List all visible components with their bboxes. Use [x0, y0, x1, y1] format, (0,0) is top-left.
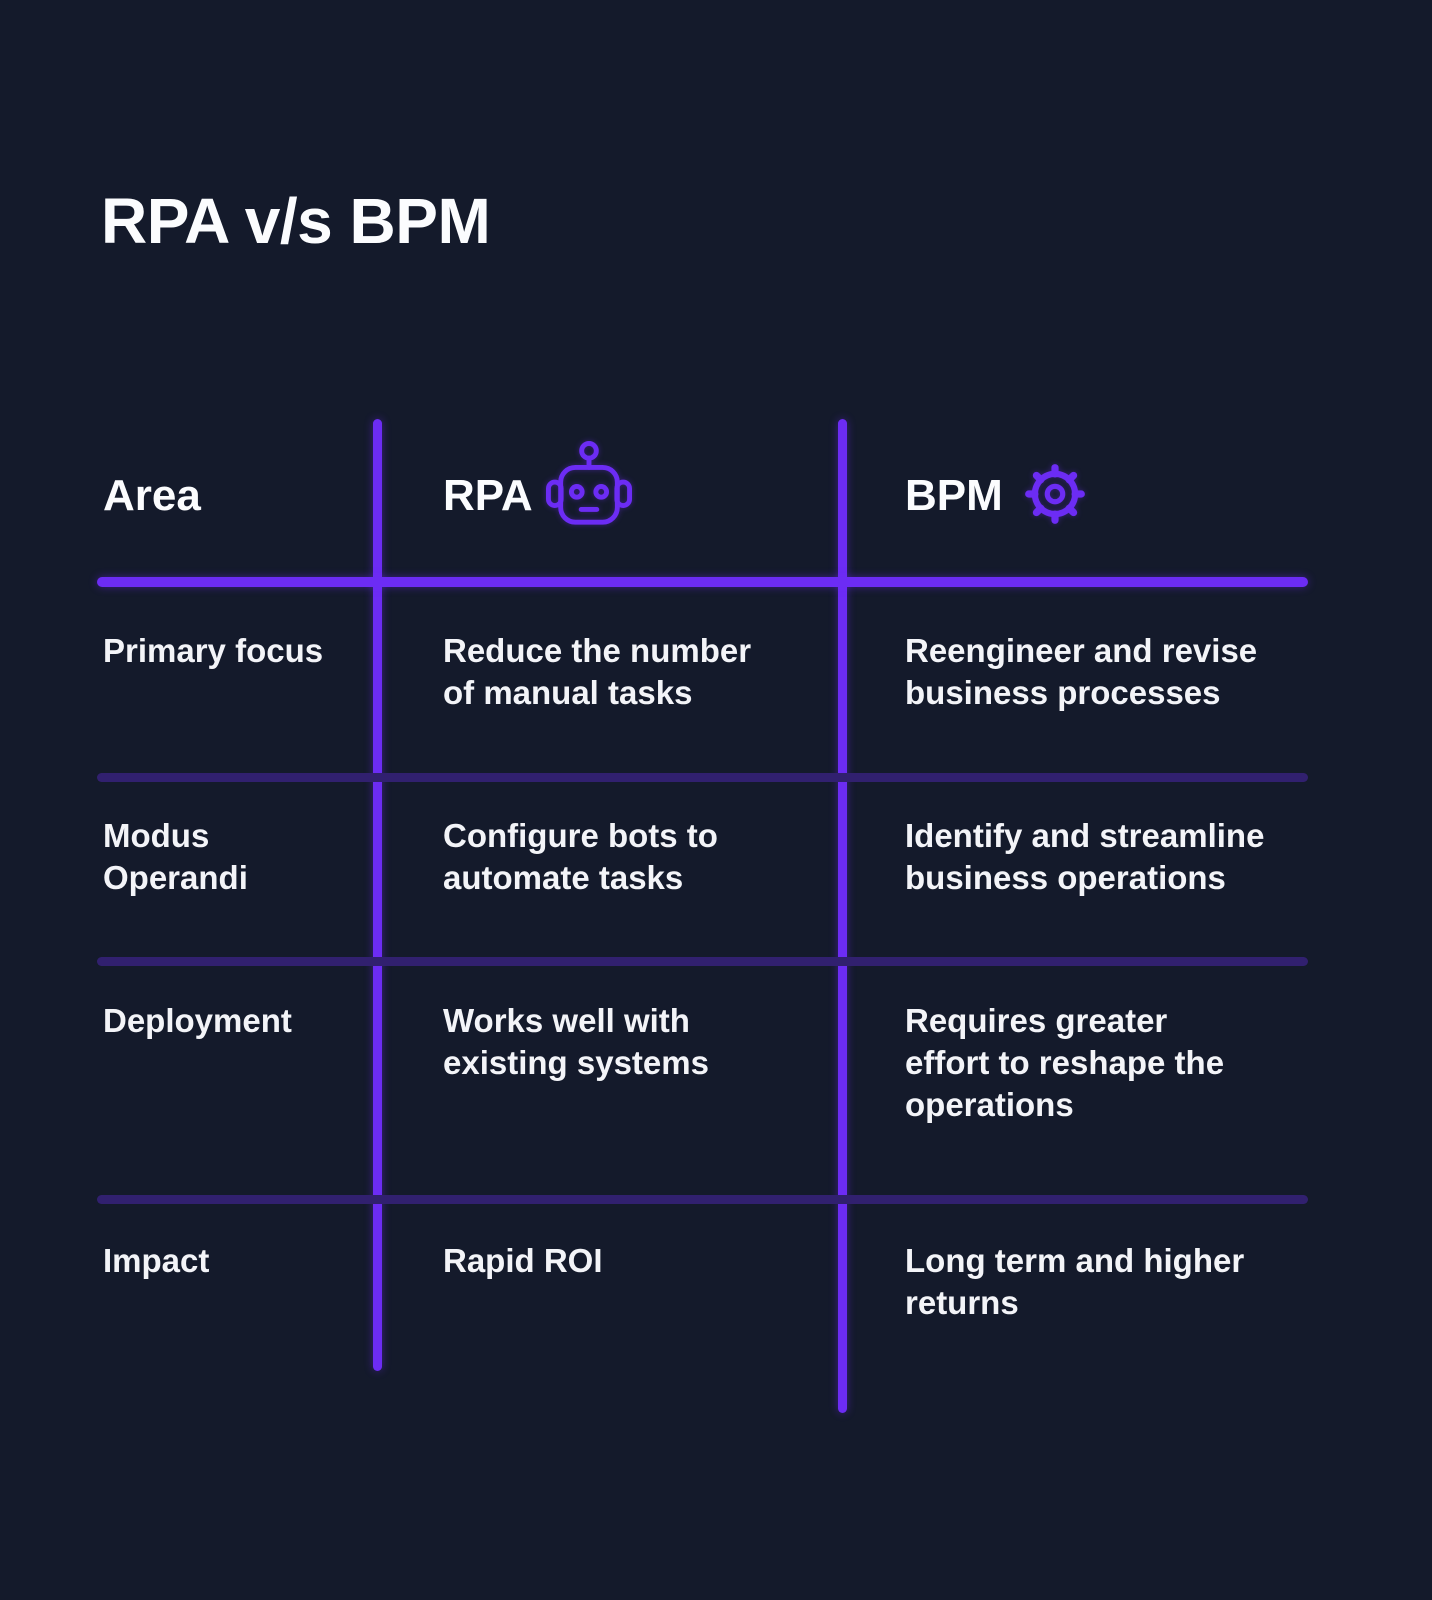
cell-bpm-deployment: Requires greater effort to reshape the o… — [905, 1002, 1225, 1123]
cell-bpm-modus-operandi: Identify and streamline business operati… — [905, 817, 1265, 896]
row-separator-3 — [97, 1195, 1308, 1204]
column-divider-left — [373, 419, 382, 1371]
column-header-bpm: BPM — [905, 471, 1003, 520]
page-title: RPA v/s BPM — [101, 185, 491, 257]
column-header-area: Area — [103, 471, 201, 520]
header-underline — [97, 577, 1308, 587]
row-separator-2 — [97, 957, 1308, 966]
row-label-primary-focus: Primary focus — [103, 632, 324, 669]
row-label-impact: Impact — [103, 1242, 210, 1279]
cell-rpa-primary-focus: Reduce the number of manual tasks — [443, 632, 752, 711]
row-label-modus-operandi: Modus Operandi — [103, 817, 248, 896]
row-separator-1 — [97, 773, 1308, 782]
row-label-deployment: Deployment — [103, 1002, 292, 1039]
cell-bpm-impact: Long term and higher returns — [905, 1242, 1245, 1321]
cell-rpa-impact: Rapid ROI — [443, 1242, 603, 1279]
cell-rpa-modus-operandi: Configure bots to automate tasks — [443, 817, 718, 896]
robot-icon — [546, 441, 632, 525]
cell-rpa-deployment: Works well with existing systems — [443, 1002, 709, 1081]
gear-icon — [1025, 464, 1085, 524]
column-header-rpa: RPA — [443, 471, 533, 520]
column-divider-right — [838, 419, 847, 1413]
cell-bpm-primary-focus: Reengineer and revise business processes — [905, 632, 1258, 711]
